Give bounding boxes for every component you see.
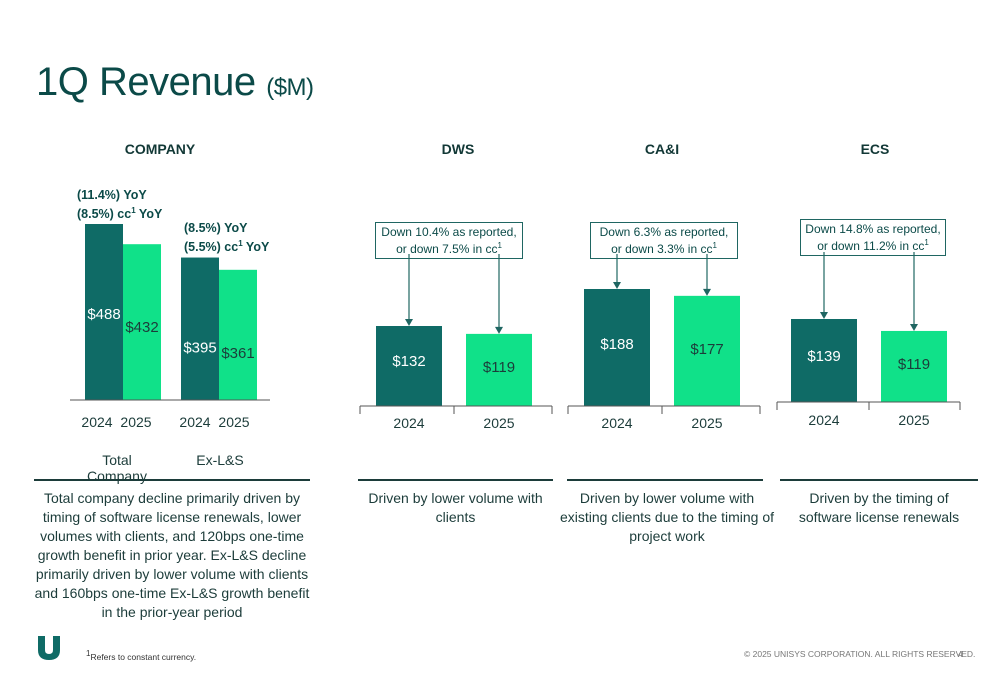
- bar-2025-0: [123, 244, 161, 400]
- bar-value-label: $119: [483, 359, 515, 376]
- bar-2025-1: [219, 269, 257, 400]
- bar-value-label: $119: [898, 356, 930, 373]
- description-dws: Driven by lower volume with clients: [368, 490, 543, 525]
- annotation-arrowhead: [703, 288, 711, 296]
- title-unit: ($M): [266, 74, 314, 101]
- description-company: Total company decline primarily driven b…: [34, 490, 310, 620]
- bar-value-label: $488: [87, 306, 120, 323]
- bar-2024: [584, 289, 650, 406]
- section-title-company: COMPANY: [124, 141, 196, 157]
- cai-change-annotation: Down 6.3% as reported, or down 3.3% in c…: [590, 222, 738, 259]
- annotation-arrowhead: [910, 323, 918, 331]
- bar-2025: [466, 333, 532, 406]
- bar-value-label: $132: [392, 353, 425, 370]
- year-label: 2024: [808, 412, 839, 428]
- annotation-line: (5.5%) cc1 YoY: [184, 239, 270, 255]
- ecs-change-annotation: Down 14.8% as reported, or down 11.2% in…: [800, 219, 946, 256]
- annotation-arrowhead: [613, 282, 621, 289]
- annotation-arrowhead: [405, 319, 413, 326]
- dws-change-annotation: Down 10.4% as reported, or down 7.5% in …: [375, 222, 523, 259]
- divider-ecs: [780, 479, 978, 481]
- bar-value-label: $139: [807, 348, 840, 365]
- bar-2025: [674, 295, 740, 406]
- unisys-u-icon: [38, 636, 60, 660]
- divider-dws: [358, 479, 553, 481]
- year-label: 2025: [898, 412, 929, 428]
- footnote: 1Refers to constant currency.: [86, 649, 197, 662]
- company-exls-yoy-annotation: (8.5%) YoY (5.5%) cc1 YoY: [184, 220, 269, 255]
- section-title-ecs: ECS: [860, 141, 890, 157]
- bar-value-label: $361: [221, 345, 254, 362]
- bar-2024: [791, 319, 857, 402]
- title-main: 1Q Revenue: [36, 60, 256, 104]
- copyright: © 2025 UNISYS CORPORATION. ALL RIGHTS RE…: [744, 649, 976, 659]
- section-title-dws: DWS: [441, 141, 475, 157]
- bar-value-label: $177: [690, 341, 723, 358]
- annotation-line: (8.5%) cc1 YoY: [77, 206, 163, 222]
- company-total-yoy-annotation: (11.4%) YoY (8.5%) cc1 YoY: [77, 187, 162, 222]
- bar-2025: [881, 330, 947, 402]
- description-cai: Driven by lower volume with existing cli…: [560, 490, 775, 544]
- section-title-cai: CA&I: [644, 141, 680, 157]
- year-label: 2025: [691, 415, 722, 431]
- year-label: 2025: [218, 414, 249, 430]
- annotation-arrowhead: [495, 326, 503, 334]
- bar-2024-1: [181, 257, 219, 400]
- bar-value-label: $432: [125, 319, 158, 336]
- year-label: 2024: [81, 414, 112, 430]
- year-label: 2025: [120, 414, 151, 430]
- bar-value-label: $188: [600, 336, 633, 353]
- annotation-arrowhead: [820, 312, 828, 319]
- year-label: 2024: [393, 415, 424, 431]
- year-label: 2024: [601, 415, 632, 431]
- page-title: 1Q Revenue ($M): [36, 60, 314, 105]
- annotation-line: (11.4%) YoY: [77, 188, 147, 202]
- divider-company: [34, 479, 310, 481]
- year-label: 2025: [483, 415, 514, 431]
- group-label-ex-ls: Ex-L&S: [196, 452, 244, 468]
- description-ecs: Driven by the timing of software license…: [798, 490, 960, 525]
- divider-cai: [567, 479, 763, 481]
- bar-2024-0: [85, 224, 123, 400]
- page-number: 4: [958, 649, 963, 659]
- bar-2024: [376, 326, 442, 406]
- bar-value-label: $395: [183, 340, 216, 357]
- year-label: 2024: [179, 414, 210, 430]
- annotation-line: (8.5%) YoY: [184, 221, 248, 235]
